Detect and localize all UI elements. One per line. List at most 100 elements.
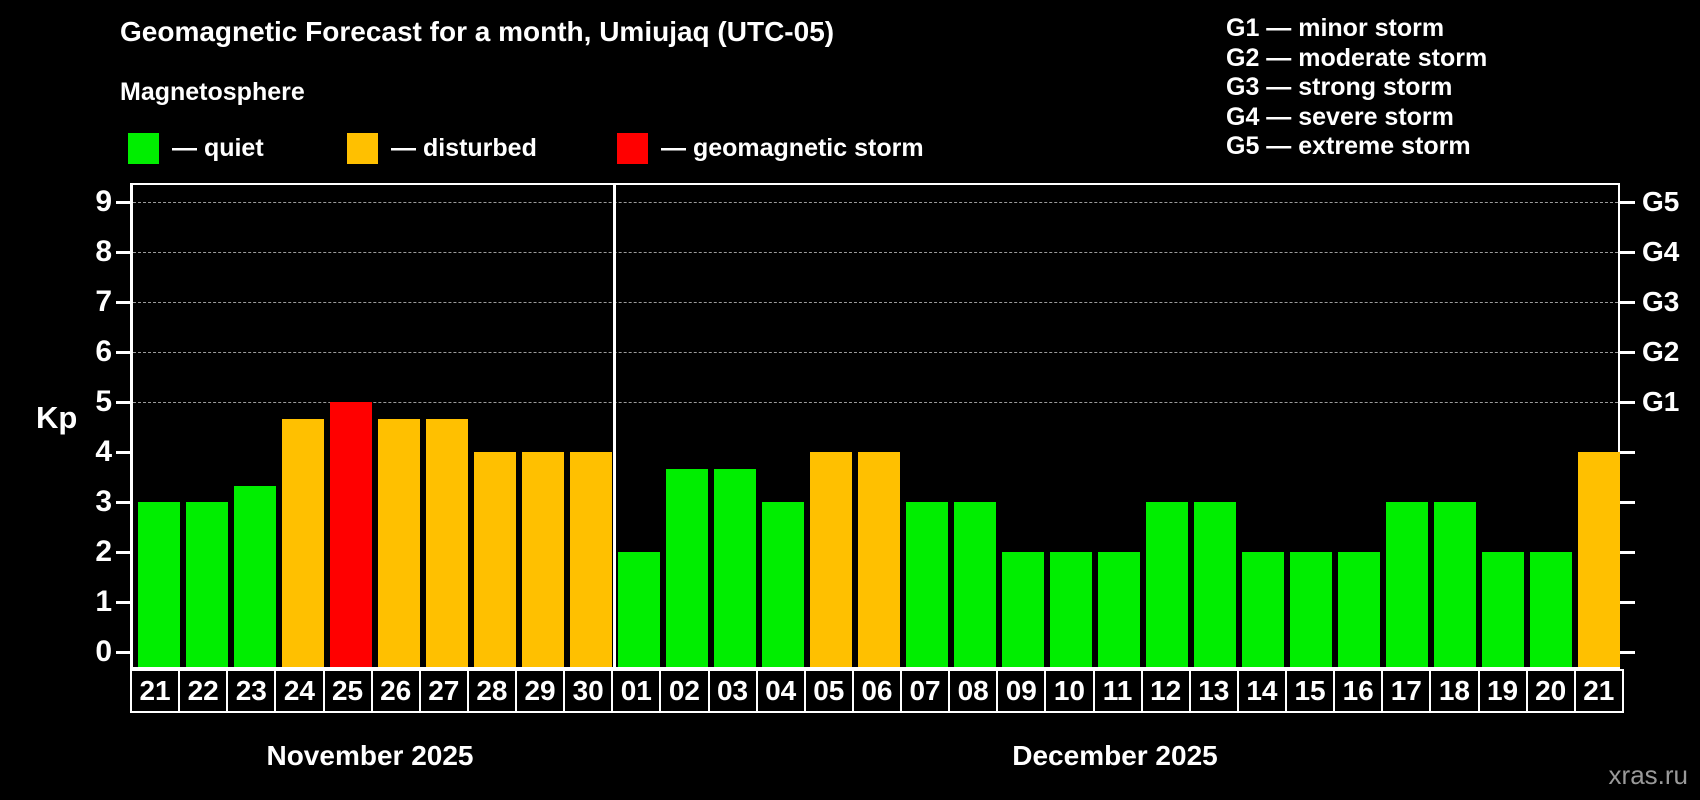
storm-color-swatch xyxy=(617,132,648,164)
g-axis-label-g2: G2 xyxy=(1642,336,1680,367)
legend-item-storm: — geomagnetic storm xyxy=(617,132,924,164)
kp-axis-label: Kp xyxy=(36,400,78,435)
right-tick-kp-5 xyxy=(1620,401,1635,404)
left-tick-kp-9 xyxy=(116,201,131,204)
left-tick-kp-5 xyxy=(116,401,131,404)
kp-bar-nov-26 xyxy=(378,418,420,667)
g2-legend-line: G2 — moderate storm xyxy=(1226,43,1488,72)
day-label-dec-04: 04 xyxy=(755,669,806,713)
kp-bar-dec-20 xyxy=(1530,552,1572,667)
legend-item-quiet: — quiet xyxy=(128,132,264,164)
day-label-dec-01: 01 xyxy=(611,669,662,713)
day-label-nov-22: 22 xyxy=(178,669,229,713)
day-label-dec-14: 14 xyxy=(1236,669,1287,713)
left-tick-kp-4 xyxy=(116,451,131,454)
g4-legend-line: G4 — severe storm xyxy=(1226,102,1454,131)
day-label-nov-30: 30 xyxy=(563,669,614,713)
right-tick-kp-9 xyxy=(1620,201,1635,204)
plot-area xyxy=(130,183,1620,669)
kp-tick-label-4: 4 xyxy=(95,435,112,468)
disturbed-legend-label: — disturbed xyxy=(391,133,537,162)
day-label-dec-07: 07 xyxy=(900,669,951,713)
kp-bar-dec-09 xyxy=(1002,552,1044,667)
kp-bar-dec-14 xyxy=(1242,552,1284,667)
kp-bar-dec-02 xyxy=(666,468,708,667)
kp-tick-label-9: 9 xyxy=(95,185,112,218)
left-tick-kp-0 xyxy=(116,651,131,654)
kp-bar-dec-05 xyxy=(810,452,852,667)
right-tick-kp-0 xyxy=(1620,651,1635,654)
kp-bar-dec-03 xyxy=(714,468,756,667)
day-label-dec-17: 17 xyxy=(1381,669,1432,713)
storm-legend-label: — geomagnetic storm xyxy=(661,133,924,162)
left-tick-kp-1 xyxy=(116,601,131,604)
kp-bar-dec-18 xyxy=(1434,502,1476,667)
gridline-kp-9 xyxy=(133,202,1618,203)
left-tick-kp-7 xyxy=(116,301,131,304)
kp-bar-nov-23 xyxy=(234,485,276,667)
kp-bar-dec-12 xyxy=(1146,502,1188,667)
kp-bar-nov-29 xyxy=(522,452,564,667)
kp-bar-dec-06 xyxy=(858,452,900,667)
kp-tick-label-3: 3 xyxy=(95,485,112,518)
g-scale-legend: G1 — minor storm G2 — moderate storm G3 … xyxy=(1226,14,1487,162)
kp-bar-dec-15 xyxy=(1290,552,1332,667)
left-tick-kp-2 xyxy=(116,551,131,554)
g1-legend-line: G1 — minor storm xyxy=(1226,14,1445,42)
kp-bar-dec-10 xyxy=(1050,552,1092,667)
kp-bar-dec-17 xyxy=(1386,502,1428,667)
g-axis-label-g1: G1 xyxy=(1642,386,1680,417)
month-divider-line xyxy=(613,185,616,667)
gridline-kp-8 xyxy=(133,252,1618,253)
right-tick-kp-7 xyxy=(1620,301,1635,304)
day-label-dec-12: 12 xyxy=(1140,669,1191,713)
day-label-dec-05: 05 xyxy=(803,669,854,713)
right-tick-kp-1 xyxy=(1620,601,1635,604)
g-axis-label-g4: G4 xyxy=(1642,236,1680,267)
kp-bar-dec-16 xyxy=(1338,552,1380,667)
day-label-nov-24: 24 xyxy=(274,669,325,713)
kp-bar-dec-07 xyxy=(906,502,948,667)
kp-bar-nov-27 xyxy=(426,418,468,667)
day-label-dec-13: 13 xyxy=(1188,669,1239,713)
day-label-dec-16: 16 xyxy=(1333,669,1384,713)
day-label-nov-26: 26 xyxy=(370,669,421,713)
quiet-legend-label: — quiet xyxy=(172,133,264,162)
day-label-dec-02: 02 xyxy=(659,669,710,713)
right-tick-kp-3 xyxy=(1620,501,1635,504)
gridline-kp-5 xyxy=(133,402,1618,403)
quiet-color-swatch xyxy=(128,132,159,164)
gridline-kp-6 xyxy=(133,352,1618,353)
kp-bar-nov-28 xyxy=(474,452,516,667)
day-label-nov-23: 23 xyxy=(226,669,277,713)
day-label-dec-19: 19 xyxy=(1477,669,1528,713)
day-label-dec-21: 21 xyxy=(1573,669,1624,713)
day-axis-row: 21 22 23 24 25 26 27 28 29 30 01 02 03 04 05 06 07 08 09 10… xyxy=(130,669,1624,713)
kp-bar-dec-13 xyxy=(1194,502,1236,667)
right-tick-kp-4 xyxy=(1620,451,1635,454)
kp-tick-label-8: 8 xyxy=(95,235,112,268)
kp-tick-label-5: 5 xyxy=(95,385,112,418)
day-label-nov-28: 28 xyxy=(466,669,517,713)
magnetosphere-label: Magnetosphere xyxy=(120,78,305,106)
gridline-kp-7 xyxy=(133,302,1618,303)
kp-bar-dec-19 xyxy=(1482,552,1524,667)
day-label-dec-09: 09 xyxy=(996,669,1047,713)
kp-bar-nov-25 xyxy=(330,402,372,667)
kp-tick-label-6: 6 xyxy=(95,335,112,368)
g-axis-label-g5: G5 xyxy=(1642,186,1680,217)
watermark: xras.ru xyxy=(1608,760,1688,790)
kp-bar-dec-08 xyxy=(954,502,996,667)
kp-bar-dec-21 xyxy=(1578,452,1620,667)
disturbed-color-swatch xyxy=(347,132,378,164)
day-label-nov-21: 21 xyxy=(130,669,181,713)
day-label-dec-10: 10 xyxy=(1044,669,1095,713)
left-tick-kp-8 xyxy=(116,251,131,254)
left-tick-kp-6 xyxy=(116,351,131,354)
kp-tick-label-1: 1 xyxy=(95,585,112,618)
day-label-dec-08: 08 xyxy=(948,669,999,713)
right-tick-kp-6 xyxy=(1620,351,1635,354)
kp-tick-label-0: 0 xyxy=(95,635,112,668)
kp-tick-label-2: 2 xyxy=(95,535,112,568)
